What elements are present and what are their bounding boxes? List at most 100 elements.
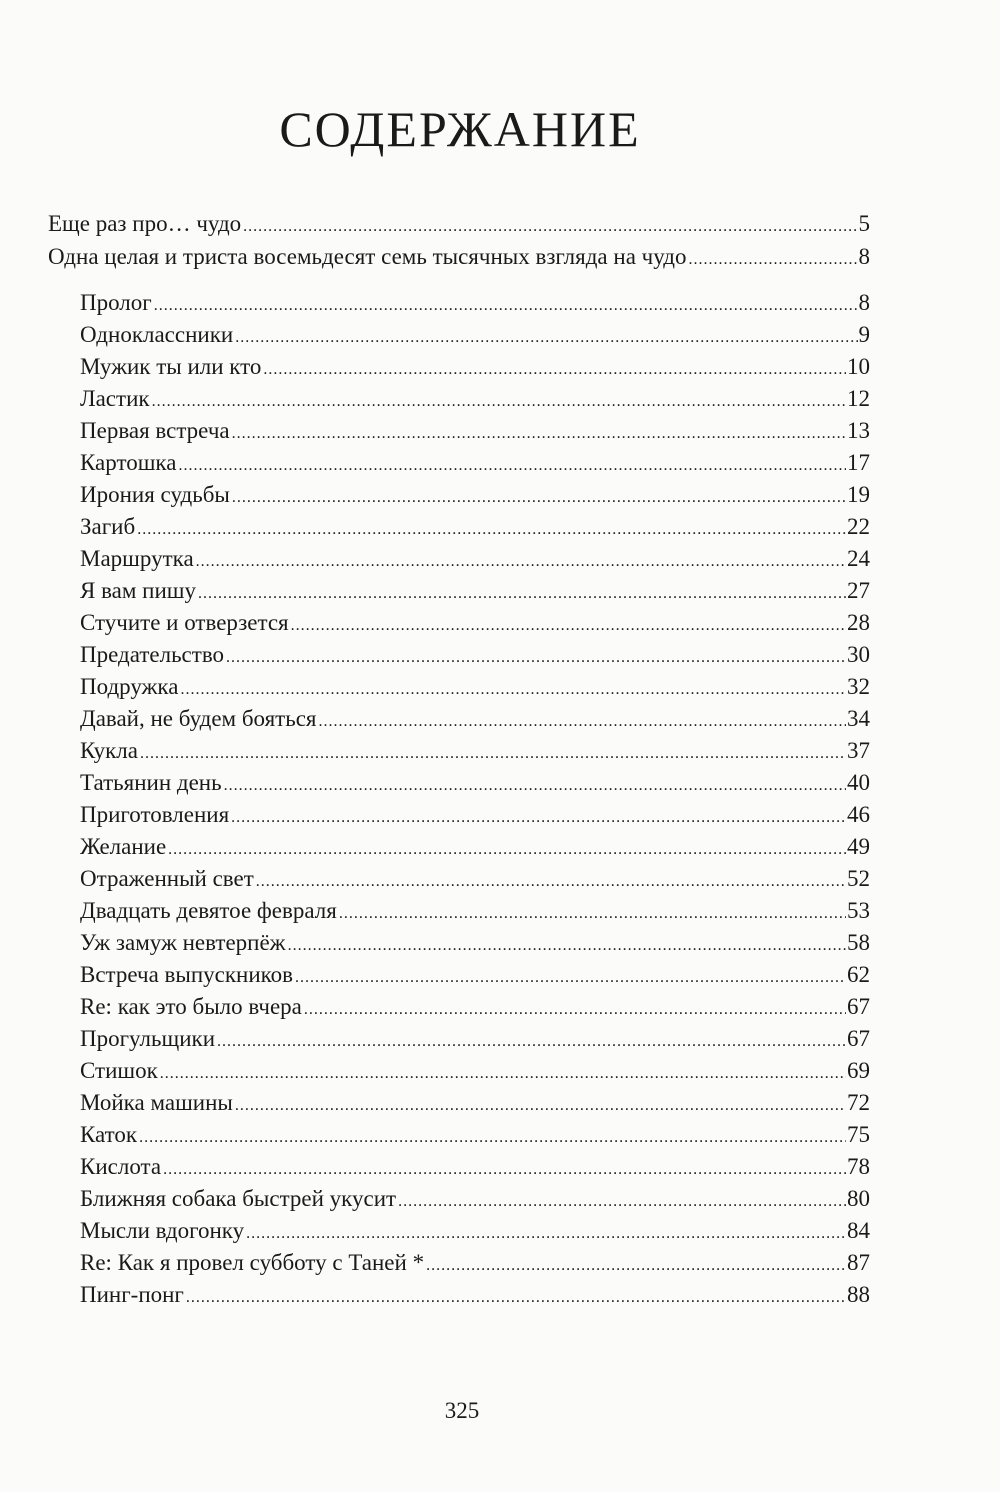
toc-entry: Одноклассники 9 (48, 319, 870, 351)
toc-entry-page: 80 (847, 1186, 870, 1211)
dot-leader (291, 610, 846, 642)
toc-entry: Ирония судьбы 19 (48, 479, 870, 511)
dot-leader (235, 322, 857, 354)
toc-entry-title: Каток (80, 1122, 138, 1147)
toc-entry-title: Еще раз про… чудо (48, 211, 242, 236)
toc-entry-page: 69 (847, 1058, 870, 1083)
toc-entry: Кукла 37 (48, 735, 870, 767)
toc-entry-page: 40 (847, 770, 870, 795)
toc-entry-title: Я вам пишу (80, 578, 196, 603)
dot-leader (688, 244, 857, 276)
toc-entry: Мойка машины 72 (48, 1087, 870, 1119)
toc-entry-page: 8 (858, 290, 871, 315)
toc-entry-title: Одноклассники (80, 322, 234, 347)
toc-entry-page: 84 (847, 1218, 870, 1243)
toc-entry: Предательство 30 (48, 639, 870, 671)
toc-entry-page: 87 (847, 1250, 870, 1275)
dot-leader (226, 642, 846, 674)
dot-leader (243, 211, 857, 243)
toc-entry-page: 28 (847, 610, 870, 635)
dot-leader (217, 1026, 846, 1058)
toc-entry-page: 13 (847, 418, 870, 443)
toc-entry-page: 67 (847, 994, 870, 1019)
toc-entry-page: 22 (847, 514, 870, 539)
toc-entry: Прогульщики 67 (48, 1023, 870, 1055)
toc-entry-title: Двадцать девятое февраля (80, 898, 337, 923)
dot-leader (152, 386, 846, 418)
toc-entry-title: Встреча выпускников (80, 962, 294, 987)
toc-entry-title: Re: как это было вчера (80, 994, 302, 1019)
toc-entry: Ластик 12 (48, 383, 870, 415)
toc-entry-title: Стучите и отверзется (80, 610, 289, 635)
toc-entry: Подружка 32 (48, 671, 870, 703)
toc-entry: Маршрутка 24 (48, 543, 870, 575)
table-of-contents: Еще раз про… чудо 5 Одна целая и триста во… (48, 208, 870, 1311)
toc-entry-title: Предательство (80, 642, 225, 667)
toc-entry: Встреча выпускников 62 (48, 959, 870, 991)
toc-entry-title: Отраженный свет (80, 866, 254, 891)
toc-entry: Стучите и отверзется 28 (48, 607, 870, 639)
dot-leader (163, 1154, 846, 1186)
toc-entry: Каток 75 (48, 1119, 870, 1151)
dot-leader (232, 482, 846, 514)
toc-entry-page: 46 (847, 802, 870, 827)
toc-entry-page: 24 (847, 546, 870, 571)
toc-entry: Кислота 78 (48, 1151, 870, 1183)
toc-entry-title: Желание (80, 834, 167, 859)
toc-entry: Мысли вдогонку 84 (48, 1215, 870, 1247)
dot-leader (196, 546, 846, 578)
toc-entry: Приготовления 46 (48, 799, 870, 831)
page-title: СОДЕРЖАНИЕ (279, 101, 641, 157)
dot-leader (235, 1090, 846, 1122)
toc-entry-title: Прогульщики (80, 1026, 216, 1051)
toc-entry-page: 67 (847, 1026, 870, 1051)
toc-entry: Двадцать девятое февраля 53 (48, 895, 870, 927)
toc-entry-title: Re: Как я провел субботу с Таней * (80, 1250, 425, 1275)
toc-entry-title: Мужик ты или кто (80, 354, 262, 379)
toc-entry-page: 10 (847, 354, 870, 379)
dot-leader (160, 1058, 846, 1090)
toc-entry-title: Мойка машины (80, 1090, 233, 1115)
toc-entry: Давай, не будем бояться 34 (48, 703, 870, 735)
dot-leader (139, 1122, 846, 1154)
toc-entry-title: Татьянин день (80, 770, 222, 795)
dot-leader (426, 1250, 846, 1282)
toc-entry-page: 5 (858, 211, 871, 236)
toc-entry-title: Ирония судьбы (80, 482, 230, 507)
toc-entry: Re: Как я провел субботу с Таней * 87 (48, 1247, 870, 1279)
toc-entry-title: Давай, не будем бояться (80, 706, 317, 731)
toc-entry-page: 37 (847, 738, 870, 763)
toc-entry-page: 9 (858, 322, 871, 347)
toc-entry-page: 53 (847, 898, 870, 923)
toc-entry-title: Стишок (80, 1058, 158, 1083)
toc-entry: Пинг-понг 88 (48, 1279, 870, 1311)
toc-entry-title: Кукла (80, 738, 138, 763)
toc-entry: Ближняя собака быстрей укусит 80 (48, 1183, 870, 1215)
dot-leader (319, 706, 846, 738)
toc-entry-page: 78 (847, 1154, 870, 1179)
toc-entry-title: Первая встреча (80, 418, 230, 443)
toc-entry-title: Одна целая и триста восемьдесят семь тыс… (48, 244, 687, 269)
toc-entry-page: 12 (847, 386, 870, 411)
toc-entry-title: Пролог (80, 290, 152, 315)
toc-entry: Первая встреча 13 (48, 415, 870, 447)
dot-leader (263, 354, 846, 386)
toc-entry-page: 58 (847, 930, 870, 955)
toc-entry-title: Мысли вдогонку (80, 1218, 245, 1243)
toc-entry: Re: как это было вчера 67 (48, 991, 870, 1023)
toc-entry-title: Подружка (80, 674, 179, 699)
dot-leader (232, 418, 846, 450)
toc-entry-title: Уж замуж невтерпёж (80, 930, 286, 955)
toc-entry-page: 27 (847, 578, 870, 603)
dot-leader (304, 994, 846, 1026)
toc-entry-title: Приготовления (80, 802, 230, 827)
page-number: 325 (444, 1398, 480, 1423)
dot-leader (295, 962, 846, 994)
dot-leader (398, 1186, 846, 1218)
toc-entry: Желание 49 (48, 831, 870, 863)
toc-entry-title: Пинг-понг (80, 1282, 184, 1307)
toc-entry-page: 19 (847, 482, 870, 507)
toc-entry-page: 34 (847, 706, 870, 731)
toc-entry-page: 49 (847, 834, 870, 859)
toc-entry-page: 62 (847, 962, 870, 987)
